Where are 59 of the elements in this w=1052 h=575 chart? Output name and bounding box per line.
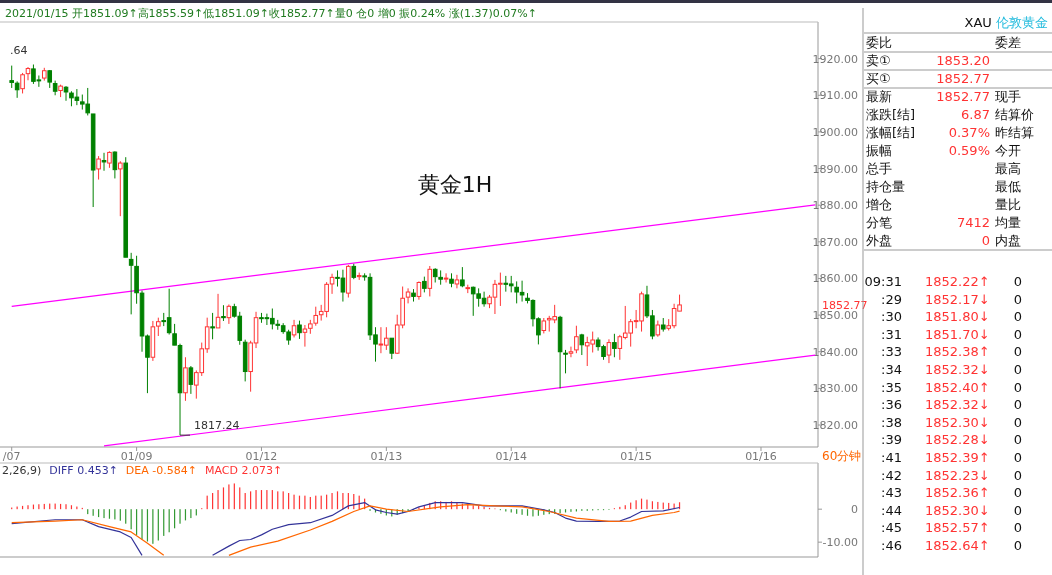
chart-title: 2,26,9) [2,464,42,477]
y-tick-label: 1920.00 [812,52,858,66]
chart-subtitle: 2021/01/15 开1851.09↑高1855.59↑低1851.09↑收1852.77↑量0 仓0 增0 振0.24% 涨(1.37)0.07%↑ [5,7,537,20]
text: :42 1852.23↓ 0 [881,467,1022,483]
x-tick-label: 01/16 [745,450,777,463]
x-tick-label: 01/15 [620,450,652,463]
text: :36 1852.32↓ 0 [881,397,1022,413]
y-tick-label: 1860.00 [812,272,858,286]
annotation: .64 [10,44,28,57]
text: 1852.77 [822,298,868,312]
text: 最新 1852.77 现手 [866,89,1021,104]
x-tick-label: 01/14 [495,450,528,463]
text: 买① 1852.77 [866,71,990,86]
text: :44 1852.30↓ 0 [881,502,1022,518]
y-tick-label: 1880.00 [812,199,858,213]
y-tick-label: 0 [851,503,858,517]
y-tick-label: 1820.00 [812,419,858,433]
x-tick-label: /07 [2,450,21,463]
text: :46 1852.64↑ 0 [881,538,1022,553]
text: :35 1852.40↑ 0 [881,379,1022,395]
series-label: MACD 2.073↑ [204,464,283,477]
text: :39 1852.28↓ 0 [881,432,1022,448]
text: 持仓量 最低 [866,179,1021,194]
text: 卖① 1853.20 [866,53,990,68]
x-tick-label: 01/12 [245,450,278,463]
y-tick-label: 1890.00 [812,162,858,176]
y-tick-label: 1840.00 [812,345,858,359]
text: 委比 委差 [866,35,1021,50]
annotation: 1817.24 [194,419,240,433]
y-tick-label: 1850.00 [812,309,858,323]
y-tick-label: 1830.00 [812,382,858,396]
text: :30 1851.80↓ 0 [881,309,1022,325]
text: 黄金1H [417,172,493,197]
y-tick-label: -10.00 [822,536,858,550]
y-tick-label: 1870.00 [812,235,858,249]
text: 涨幅[结] 0.37% 昨结算 [866,125,1034,140]
y-tick-label: 1900.00 [812,125,858,139]
text: 增仓 量比 [866,197,1021,212]
text: :33 1852.38↑ 0 [881,344,1022,360]
text: DIFF 0.453↑ [49,464,118,477]
text: 振幅 0.59% 今开 [866,143,1021,158]
text: 外盘 0 内盘 [866,233,1021,248]
text: 分笔 7412 均量 [866,215,1021,230]
text: 09:31 1852.22↑ 0 [864,274,1022,289]
x-tick-label: 01/09 [120,450,153,463]
text: 涨跌[结] 6.87 结算价 [866,107,1034,122]
text: DEA -0.584↑ [125,464,197,477]
x-tick-label: 01/13 [370,450,403,463]
text: :38 1852.30↓ 0 [881,414,1022,430]
text: :31 1851.70↓ 0 [881,326,1022,342]
text: :45 1852.57↑ 0 [881,520,1022,536]
text: 60分钟 [822,449,862,463]
y-tick-label: 1910.00 [812,89,858,103]
text: :41 1852.39↑ 0 [881,450,1022,465]
text: XAU 伦敦黄金 [964,15,1048,30]
text: :34 1852.32↓ 0 [881,362,1022,377]
text: :29 1852.17↓ 0 [881,291,1022,307]
text: 总手 最高 [866,161,1021,176]
text: :43 1852.36↑ 0 [881,485,1022,501]
